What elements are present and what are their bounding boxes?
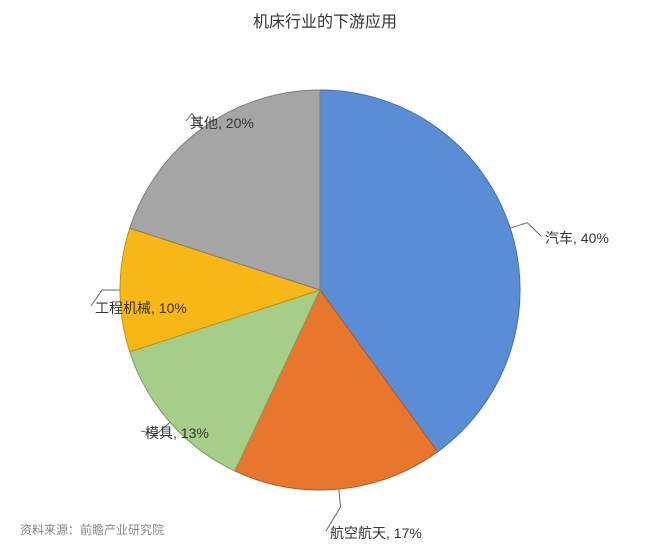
slice-label: 航空航天, 17%: [330, 523, 422, 543]
source-text: 资料来源：前瞻产业研究院: [20, 521, 164, 538]
slice-label: 工程机械, 10%: [95, 298, 187, 318]
slice-label: 其他, 20%: [190, 113, 254, 133]
slice-label: 汽车, 40%: [545, 228, 609, 248]
pie-chart: [0, 0, 650, 560]
slice-label: 模具, 13%: [145, 423, 209, 443]
leader-line: [510, 223, 541, 236]
